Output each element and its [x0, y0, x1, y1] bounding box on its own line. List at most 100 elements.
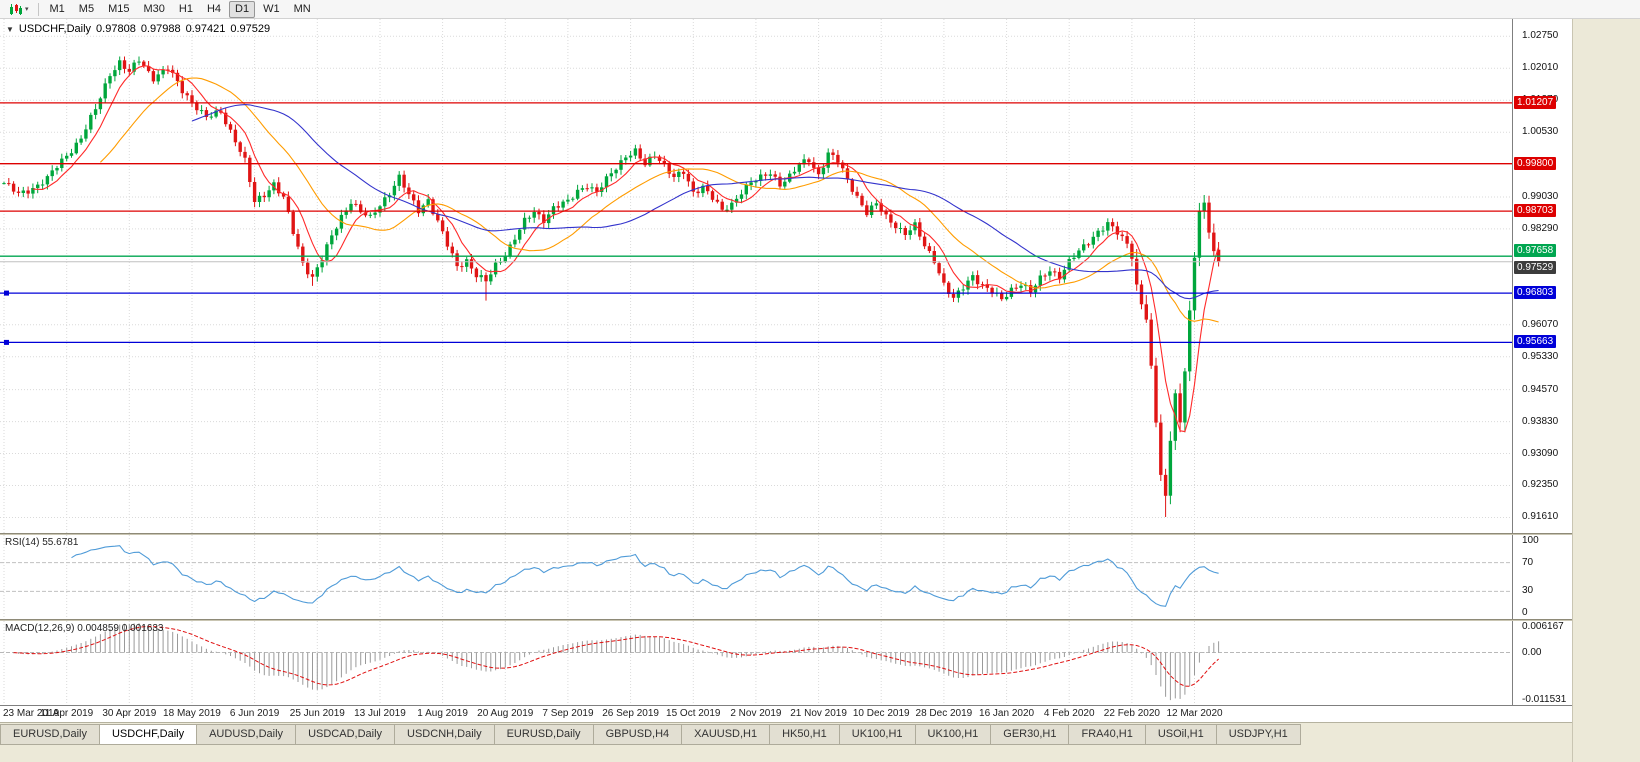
price-level-badge[interactable]: 0.96803	[1514, 286, 1557, 299]
line-handle[interactable]	[4, 290, 9, 296]
chart-tab[interactable]: USOil,H1	[1144, 724, 1216, 745]
main-plot-area[interactable]: ▼ USDCHF,Daily 0.97808 0.97988 0.97421 0…	[0, 19, 1513, 533]
timeframe-button-w1[interactable]: W1	[263, 2, 280, 15]
chart-tab[interactable]: USDCNH,Daily	[394, 724, 494, 745]
panel-splitter[interactable]	[0, 619, 1572, 621]
timeframe-button-h4[interactable]: H4	[206, 2, 222, 15]
current-price-badge: 0.97529	[1514, 261, 1557, 274]
rsi-axis-label: 0	[1522, 607, 1528, 618]
candlesticks	[2, 56, 1221, 517]
macd-axis-label: 0.00	[1522, 647, 1542, 658]
main-chart-panel: ▼ USDCHF,Daily 0.97808 0.97988 0.97421 0…	[0, 19, 1572, 533]
rsi-axis[interactable]: 100 70 30 0	[1513, 535, 1571, 619]
ma-line-21	[100, 77, 1219, 323]
time-axis-label: 2 Nov 2019	[730, 708, 782, 719]
time-axis-label: 7 Sep 2019	[542, 708, 594, 719]
toolbar-separator	[37, 2, 39, 16]
price-axis-label: 0.98290	[1522, 223, 1559, 234]
time-axis-label: 6 Jun 2019	[229, 708, 280, 719]
ma-line-7	[32, 65, 1220, 433]
price-axis[interactable]: 1.027501.020101.012701.005300.990300.982…	[1513, 19, 1571, 533]
chart-tab[interactable]: GBPUSD,H4	[592, 724, 682, 745]
price-axis-label: 0.93830	[1522, 416, 1559, 427]
macd-axis-label: 0.006167	[1522, 621, 1564, 632]
price-level-badge[interactable]: 0.95663	[1514, 335, 1557, 348]
candlestick-chart-icon	[10, 3, 22, 15]
macd-canvas[interactable]	[0, 621, 1513, 705]
price-axis-label: 0.99030	[1522, 191, 1559, 202]
price-axis-label: 1.00530	[1522, 126, 1559, 137]
chevron-down-icon: ▾	[25, 6, 29, 13]
chart-tab[interactable]: HK50,H1	[769, 724, 839, 745]
price-level-badge[interactable]: 0.97658	[1514, 244, 1557, 257]
chart-column: ▼ USDCHF,Daily 0.97808 0.97988 0.97421 0…	[0, 19, 1572, 762]
price-level-badge[interactable]: 0.98703	[1514, 204, 1557, 217]
ohlc-open: 0.97808	[96, 23, 136, 35]
timeframe-button-mn[interactable]: MN	[293, 2, 311, 15]
ohlc-high: 0.97988	[140, 23, 181, 35]
macd-panel: MACD(12,26,9) 0.004859 0.001633 0.006167…	[0, 621, 1572, 705]
line-handle[interactable]	[4, 339, 9, 345]
time-axis[interactable]: 23 Mar 2019 11 Apr 2019 30 Apr 2019 18 May …	[0, 705, 1572, 722]
rsi-panel: RSI(14) 55.6781 100 70 30 0	[0, 535, 1572, 619]
time-axis-label: 30 Apr 2019	[102, 708, 157, 719]
timeframe-button-m5[interactable]: M5	[78, 2, 95, 15]
time-axis-label: 21 Nov 2019	[790, 708, 847, 719]
chart-tab[interactable]: USDCAD,Daily	[295, 724, 395, 745]
price-axis-label: 0.96070	[1522, 319, 1559, 330]
chart-tab[interactable]: USDJPY,H1	[1215, 724, 1301, 745]
rsi-axis-label: 70	[1522, 557, 1534, 568]
chart-tab[interactable]: GER30,H1	[990, 724, 1069, 745]
chart-title: ▼ USDCHF,Daily 0.97808 0.97988 0.97421 0…	[6, 23, 270, 35]
timeframe-button-m15[interactable]: M15	[108, 2, 130, 15]
macd-axis[interactable]: 0.006167 0.00 -0.011531	[1513, 621, 1571, 705]
rsi-axis-label: 30	[1522, 585, 1534, 596]
panel-splitter[interactable]	[0, 533, 1572, 535]
chart-tab[interactable]: FRA40,H1	[1068, 724, 1145, 745]
ohlc-low: 0.97421	[185, 23, 226, 35]
rsi-axis-label: 100	[1522, 535, 1539, 546]
rsi-line	[71, 545, 1219, 607]
time-axis-label: 10 Dec 2019	[852, 708, 910, 719]
symbol-dropdown-icon[interactable]: ▼	[6, 24, 14, 34]
price-axis-label: 0.92350	[1522, 479, 1559, 490]
time-axis-label: 16 Jan 2020	[979, 708, 1035, 719]
macd-plot-area[interactable]: MACD(12,26,9) 0.004859 0.001633	[0, 621, 1513, 705]
macd-grid	[0, 621, 1512, 705]
main-chart-canvas[interactable]	[0, 19, 1513, 533]
chart-tab[interactable]: USDCHF,Daily	[98, 724, 197, 745]
chart-tab[interactable]: EURUSD,Daily	[0, 724, 99, 745]
chart-tab[interactable]: EURUSD,Daily	[493, 724, 593, 745]
time-axis-label: 4 Feb 2020	[1043, 708, 1095, 719]
timeframe-button-d1[interactable]: D1	[229, 0, 256, 18]
macd-signal-line	[13, 625, 1219, 687]
timeframe-button-m1[interactable]: M1	[49, 2, 65, 15]
chart-tab[interactable]: XAUUSD,H1	[681, 724, 770, 745]
timeframe-buttons: M1 M5 M15 M30 H1 H4 D1 W1 MN	[44, 0, 317, 18]
price-axis-label: 0.93090	[1522, 448, 1559, 459]
rsi-indicator-label: RSI(14) 55.6781	[5, 537, 79, 548]
chart-tab[interactable]: UK100,H1	[914, 724, 991, 745]
price-axis-label: 1.02010	[1522, 62, 1559, 73]
rsi-canvas[interactable]	[0, 535, 1513, 619]
time-axis-label: 18 May 2019	[163, 708, 221, 719]
timeframe-button-h1[interactable]: H1	[178, 2, 193, 15]
rsi-plot-area[interactable]: RSI(14) 55.6781	[0, 535, 1513, 619]
time-axis-label: 13 Jul 2019	[354, 708, 406, 719]
time-axis-label: 15 Oct 2019	[666, 708, 721, 719]
price-level-badge[interactable]: 1.01207	[1514, 96, 1557, 109]
chart-tab[interactable]: AUDUSD,Daily	[196, 724, 296, 745]
chart-tab[interactable]: UK100,H1	[838, 724, 915, 745]
time-axis-label: 1 Aug 2019	[417, 708, 468, 719]
macd-indicator-label: MACD(12,26,9) 0.004859 0.001633	[5, 623, 164, 634]
main-grid	[0, 19, 1512, 533]
time-axis-label: 28 Dec 2019	[915, 708, 973, 719]
time-axis-label: 12 Mar 2020	[1166, 708, 1223, 719]
chart-tab-strip: EURUSD,Daily USDCHF,Daily AUDUSD,Daily USDC…	[0, 724, 1572, 745]
chart-type-button[interactable]: ▾	[4, 2, 33, 17]
timeframe-button-m30[interactable]: M30	[143, 2, 165, 15]
price-axis-label: 1.02750	[1522, 30, 1559, 41]
ma-line-40	[191, 104, 1219, 300]
price-level-badge[interactable]: 0.99800	[1514, 157, 1557, 170]
